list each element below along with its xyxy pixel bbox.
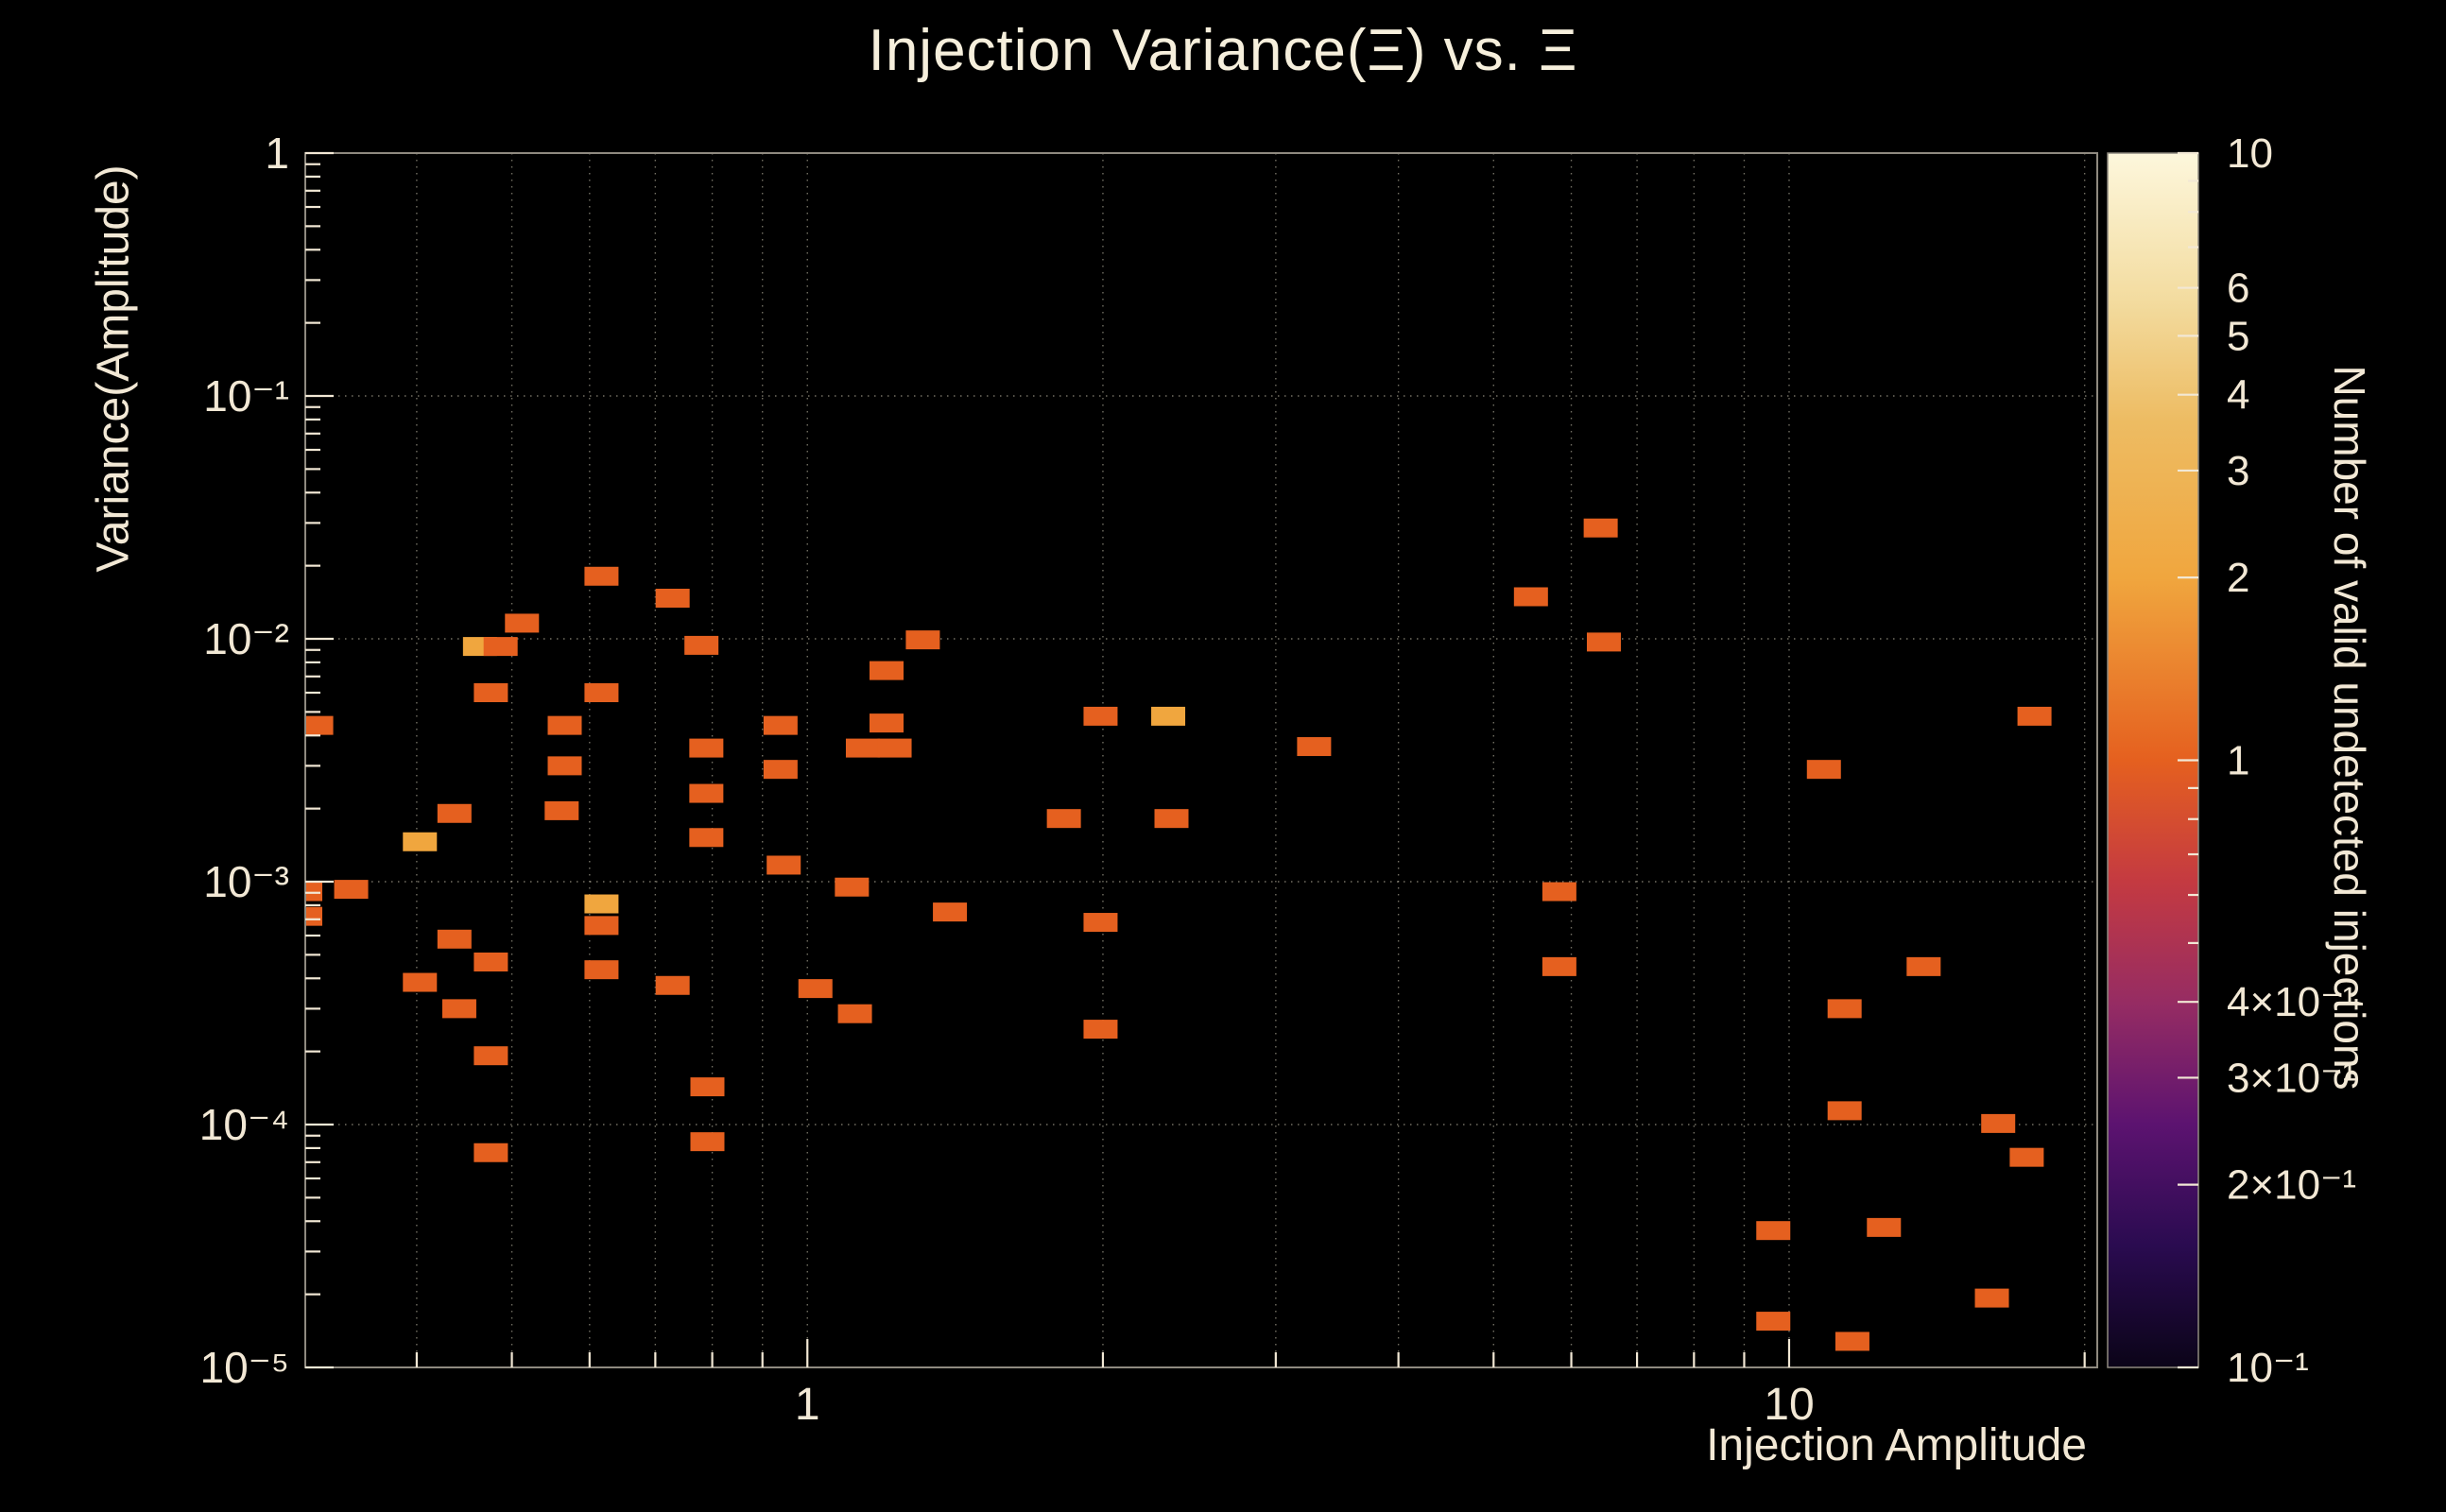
x-axis-title: Injection Amplitude (1706, 1420, 2087, 1470)
heatmap-bin (305, 715, 334, 735)
heatmap-bins (305, 518, 2052, 1351)
heatmap-bin (584, 566, 619, 586)
y-tick-label: 10⁻⁵ (199, 1343, 289, 1392)
heatmap-bin (1083, 913, 1118, 933)
heatmap-bin (1586, 632, 1621, 652)
heatmap-bin (763, 760, 798, 780)
heatmap-bin (584, 683, 619, 703)
heatmap-bin (305, 882, 322, 902)
heatmap-bin (684, 635, 719, 655)
heatmap-bin (1981, 1113, 2016, 1133)
colorbar-tick-label: 10⁻¹ (2227, 1345, 2309, 1391)
heatmap-bin (1827, 1101, 1862, 1121)
chart-title: Injection Variance(Ξ) vs. Ξ (868, 18, 1578, 83)
heatmap-bin (1906, 956, 1941, 976)
heatmap-bin (2009, 1147, 2044, 1167)
heatmap-bin (1542, 956, 1576, 976)
colorbar-tick-label: 6 (2227, 266, 2249, 312)
heatmap-bin (1046, 809, 1081, 829)
heatmap-bin (655, 588, 690, 608)
colorbar-tick-label: 1 (2227, 738, 2249, 784)
heatmap-bin (1083, 1020, 1118, 1040)
heatmap-bin (1867, 1217, 1902, 1237)
axis-ticks (305, 151, 2086, 1369)
heatmap-bin (798, 979, 833, 999)
x-tick-label: 10 (1764, 1380, 1814, 1430)
heatmap-bin (547, 715, 582, 735)
heatmap-bin (474, 1143, 508, 1162)
heatmap-bin (1583, 518, 1618, 538)
colorbar-tick-label: 3×10⁻¹ (2227, 1055, 2356, 1101)
heatmap-bin (1083, 706, 1118, 726)
heatmap-bin (437, 803, 472, 823)
y-tick-label: 10⁻³ (203, 857, 289, 906)
heatmap-bin (690, 1077, 725, 1097)
heatmap-bin (1834, 1332, 1869, 1351)
colorbar-tick-label: 2 (2227, 555, 2249, 601)
heatmap-bin (1513, 587, 1548, 607)
heatmap-bin (1297, 737, 1332, 757)
heatmap-bin (870, 661, 904, 680)
heatmap-bin (474, 1046, 508, 1066)
heatmap-bin (835, 877, 870, 897)
x-tick-label: 1 (795, 1380, 820, 1430)
heatmap-bin (483, 637, 518, 657)
y-tick-label: 10⁻⁴ (199, 1100, 289, 1149)
colorbar-tick-label: 3 (2227, 448, 2249, 494)
heatmap-bin (334, 880, 369, 900)
heatmap-bin (474, 683, 508, 703)
heatmap-bin (689, 738, 724, 758)
heatmap-bin (1974, 1288, 2009, 1308)
y-tick-labels: 1 10⁻¹ 10⁻² 10⁻³ 10⁻⁴ 10⁻⁵ (199, 129, 289, 1392)
colorbar-tick-labels: 10 65 4 3 2 1 4×10⁻¹ 3×10⁻¹ 2×10⁻¹ 10⁻¹ (2227, 130, 2356, 1391)
heatmap-bin (1806, 760, 1841, 780)
heatmap-bin (2017, 706, 2052, 726)
heatmap-bin (584, 916, 619, 936)
heatmap-bin (905, 630, 940, 650)
heatmap-bin (933, 902, 968, 922)
heatmap-bin (845, 738, 880, 758)
heatmap-bin (763, 715, 798, 735)
heatmap-bin (655, 975, 690, 995)
heatmap-bin (544, 800, 579, 820)
heatmap-bin (877, 738, 912, 758)
heatmap-bin (584, 960, 619, 980)
heatmap-bin (1542, 882, 1576, 902)
heatmap-bin (584, 894, 619, 914)
y-tick-label: 1 (265, 129, 289, 178)
heatmap-bin (441, 999, 476, 1019)
heatmap-bin (1756, 1221, 1791, 1241)
y-tick-label: 10⁻² (203, 614, 289, 663)
colorbar-tick-label: 5 (2227, 313, 2249, 359)
heatmap-bin (1154, 809, 1189, 829)
heatmap-bin (1151, 706, 1186, 726)
colorbar-tick-label: 10 (2227, 130, 2273, 177)
heatmap-bin (1827, 999, 1862, 1019)
heatmap-bin (403, 972, 438, 992)
colorbar-ticks (2178, 151, 2198, 1369)
heatmap-bin (547, 756, 582, 776)
heatmap-bin (1756, 1312, 1791, 1332)
heatmap-bin (767, 855, 801, 875)
heatmap-bin (689, 783, 724, 803)
x-tick-labels: 1 10 (795, 1380, 1815, 1430)
plot-frame (304, 152, 2098, 1368)
heatmap-bin (305, 906, 322, 926)
heatmap-bin (689, 828, 724, 848)
gridlines (305, 153, 2097, 1367)
heatmap-bin (403, 832, 438, 851)
heatmap-bin (505, 613, 540, 633)
colorbar-tick-label: 4×10⁻¹ (2227, 979, 2356, 1025)
heatmap-bin (690, 1132, 725, 1152)
heatmap-bin (474, 952, 508, 971)
colorbar-tick-label: 2×10⁻¹ (2227, 1162, 2356, 1209)
colorbar-tick-label: 4 (2227, 372, 2249, 419)
heatmap-bin (870, 713, 904, 733)
y-tick-label: 10⁻¹ (203, 371, 289, 421)
heatmap-bin (837, 1004, 872, 1023)
heatmap-bin (437, 929, 472, 949)
